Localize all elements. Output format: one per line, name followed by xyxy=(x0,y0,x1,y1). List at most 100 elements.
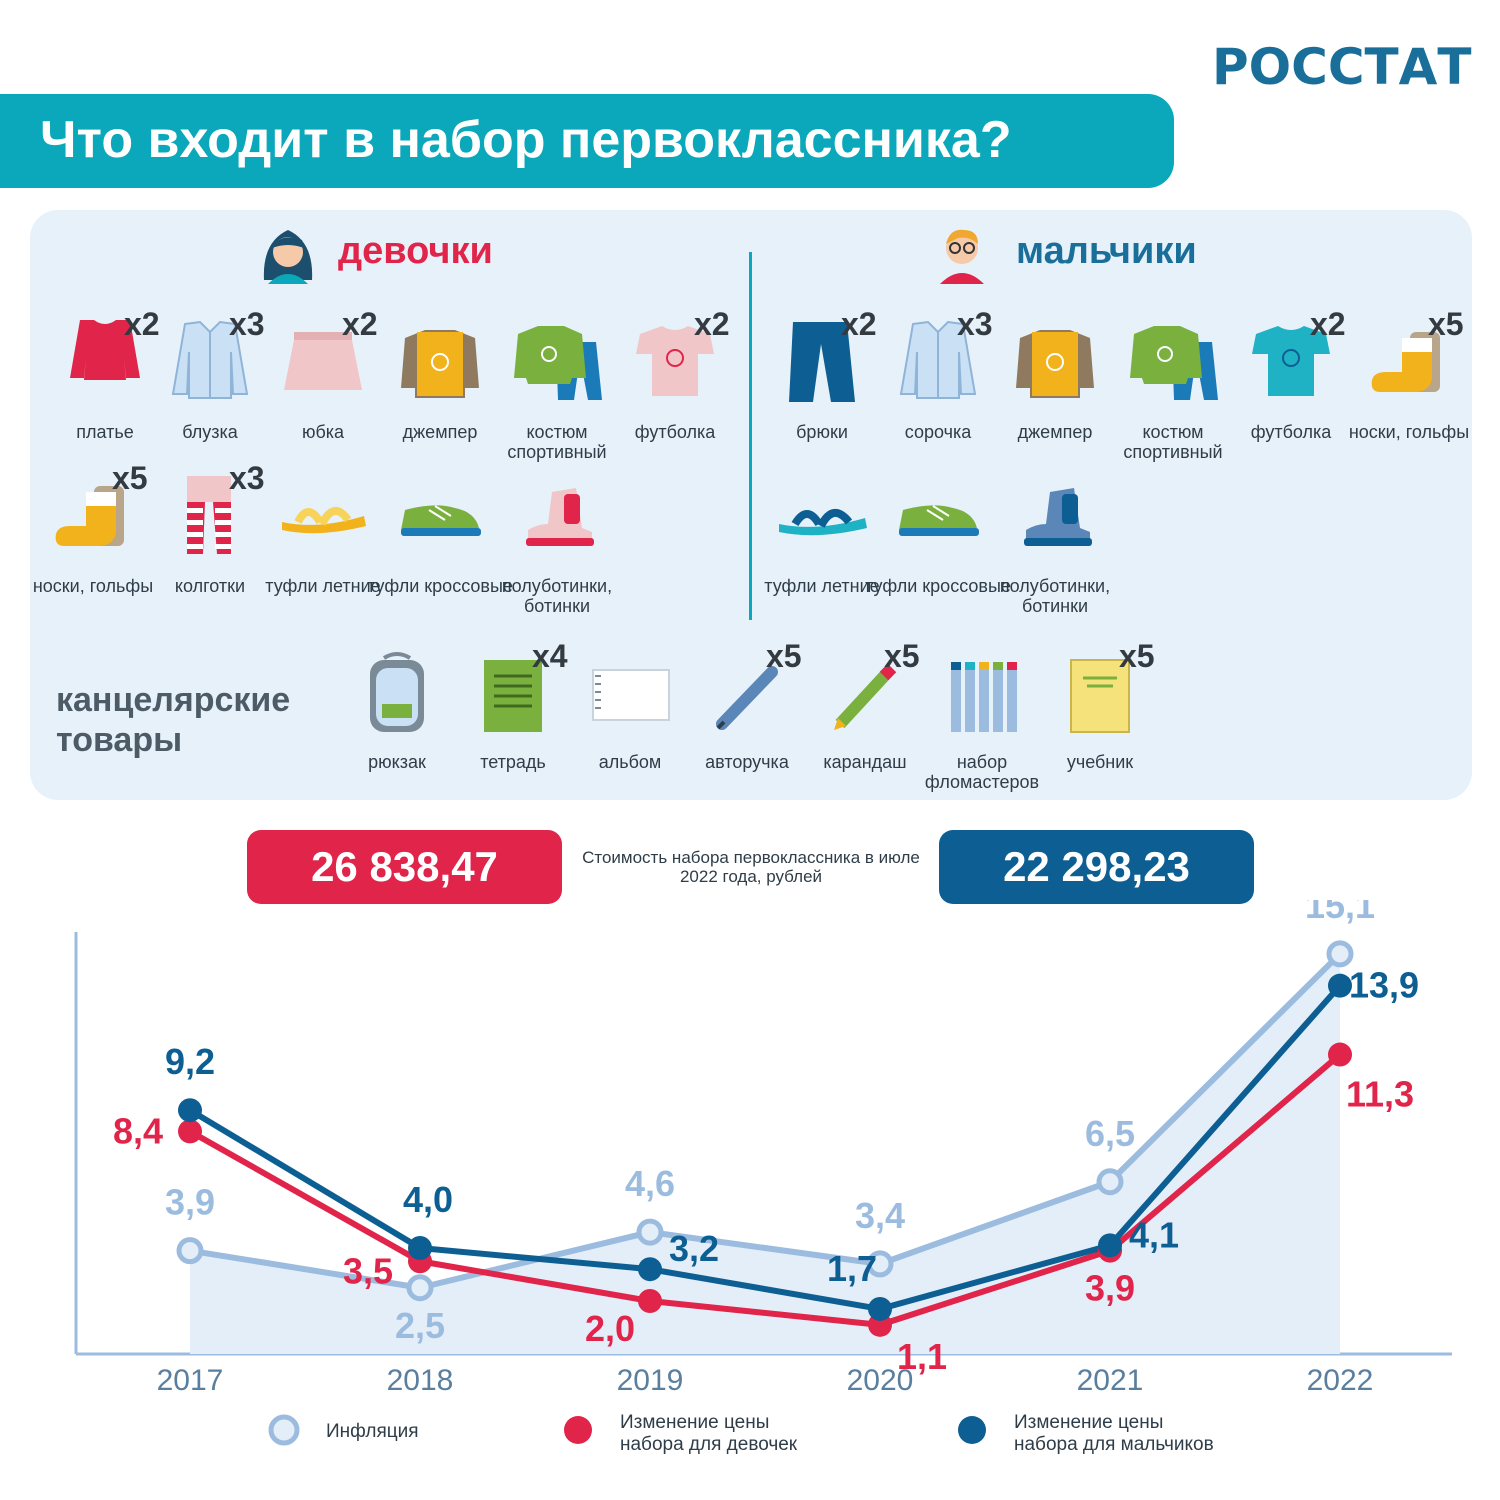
x-tick-label: 2021 xyxy=(1077,1364,1144,1397)
data-label: 1,1 xyxy=(897,1336,947,1377)
data-label: 13,9 xyxy=(1349,965,1419,1006)
item-label: рюкзак xyxy=(368,752,426,772)
item-label: туфли летние xyxy=(265,576,381,596)
data-label: 8,4 xyxy=(113,1110,163,1151)
x-tick-label: 2017 xyxy=(157,1364,224,1397)
item-label: блузка xyxy=(182,422,238,442)
panel-divider xyxy=(749,252,752,620)
pen-icon xyxy=(716,666,778,730)
item-label: тетрадь xyxy=(480,752,546,772)
skirt-icon xyxy=(284,332,362,390)
girls-heading: девочки xyxy=(338,230,493,272)
price-change-chart: 3,9 2,5 4,6 3,4 6,5 15,1 8,4 3,5 2,0 1,1 3,9 11,3 9,… xyxy=(74,900,1452,1455)
sneakers-icon xyxy=(899,505,979,536)
item-label: полуботинки, ботинки xyxy=(999,576,1111,616)
item-label: юбка xyxy=(301,422,345,442)
legend-label: Изменение цены набора для мальчиков xyxy=(1014,1412,1214,1455)
item-label: костюм спортивный xyxy=(1123,422,1223,462)
album-icon xyxy=(592,669,670,721)
trousers-icon xyxy=(789,322,855,402)
qty-label: x4 xyxy=(532,638,568,674)
inflation-point xyxy=(1096,1168,1124,1196)
qty-label: x2 xyxy=(841,306,877,342)
data-label: 6,5 xyxy=(1085,1113,1135,1154)
boys-point xyxy=(1098,1233,1122,1258)
data-label: 2,0 xyxy=(585,1308,635,1349)
item-label: авторучка xyxy=(705,752,789,772)
inflation-point xyxy=(176,1237,204,1265)
qty-label: x5 xyxy=(112,460,148,496)
qty-label: x3 xyxy=(957,306,993,342)
x-tick-label: 2022 xyxy=(1307,1364,1374,1397)
boys-cost-badge: 22 298,23 xyxy=(939,830,1254,904)
data-label: 4,0 xyxy=(403,1179,453,1220)
cost-caption: Стоимость набора первоклассника в июле 2… xyxy=(582,848,920,886)
qty-label: x3 xyxy=(229,306,265,342)
item-label: полуботинки, ботинки xyxy=(501,576,613,616)
shirt-icon xyxy=(899,320,977,399)
boots-icon xyxy=(526,488,594,546)
inflation-point xyxy=(1326,940,1354,968)
item-label: джемпер xyxy=(402,422,478,442)
tracksuit-icon xyxy=(514,326,602,400)
data-label: 9,2 xyxy=(165,1041,215,1082)
x-tick-label: 2019 xyxy=(617,1364,684,1397)
dress-icon xyxy=(70,320,140,380)
inflation-point xyxy=(636,1218,664,1246)
qty-label: x5 xyxy=(1119,638,1155,674)
item-label: набор фломастеров xyxy=(924,752,1040,792)
qty-label: x2 xyxy=(694,306,730,342)
tshirt-icon xyxy=(1252,326,1330,396)
girls-point xyxy=(1328,1042,1352,1067)
sandals-icon xyxy=(282,507,366,534)
boots-icon xyxy=(1024,488,1092,546)
qty-label: x5 xyxy=(766,638,802,674)
boys-point xyxy=(408,1236,432,1260)
legend-swatch-inflation xyxy=(268,1414,300,1446)
item-label: футболка xyxy=(1250,422,1332,442)
data-label: 3,2 xyxy=(669,1228,719,1269)
pencil-icon xyxy=(834,663,897,730)
page-title: Что входит в набор первоклассника? xyxy=(40,111,1012,169)
data-label: 11,3 xyxy=(1346,1074,1414,1115)
legend-swatch-boys xyxy=(958,1416,986,1444)
boys-point xyxy=(1328,973,1352,998)
item-label: карандаш xyxy=(823,752,907,772)
item-label: туфли кроссовые xyxy=(865,576,1011,596)
x-tick-label: 2018 xyxy=(387,1364,454,1397)
jumper-icon xyxy=(1016,330,1094,398)
x-tick-label: 2020 xyxy=(847,1364,914,1397)
item-label: джемпер xyxy=(1017,422,1093,442)
tshirt-icon xyxy=(636,326,714,396)
inflation-area xyxy=(190,953,1340,1354)
inflation-point xyxy=(866,1250,894,1278)
item-label: туфли кроссовые xyxy=(367,576,513,596)
qty-label: x2 xyxy=(1310,306,1346,342)
series-line-2 xyxy=(188,983,1343,1312)
qty-label: x2 xyxy=(342,306,378,342)
item-label: учебник xyxy=(1066,752,1134,772)
legend-label: Изменение цены набора для девочек xyxy=(620,1412,798,1455)
sneakers-icon xyxy=(401,505,481,536)
inflation-point xyxy=(406,1274,434,1302)
item-label: платье xyxy=(76,422,134,442)
blouse-icon xyxy=(171,320,249,399)
socks-icon xyxy=(1371,332,1440,392)
data-label: 15,1 xyxy=(1305,900,1375,926)
qty-label: x3 xyxy=(229,460,265,496)
legend-swatch-girls xyxy=(564,1416,592,1444)
girl-avatar-icon xyxy=(263,230,313,284)
markers-icon xyxy=(951,662,1017,732)
data-label: 3,9 xyxy=(1085,1268,1135,1309)
item-label: носки, гольфы xyxy=(32,576,154,596)
item-label: колготки xyxy=(174,576,246,596)
qty-label: x5 xyxy=(884,638,920,674)
boys-point xyxy=(178,1098,202,1123)
data-label: 3,4 xyxy=(855,1195,905,1236)
girls-cost-badge: 26 838,47 xyxy=(247,830,562,904)
girls-point xyxy=(638,1289,662,1313)
legend-label: Инфляция xyxy=(326,1421,419,1442)
boys-point xyxy=(868,1296,892,1321)
tights-icon xyxy=(187,476,231,554)
rosstat-logo: РОССТАТ xyxy=(1212,38,1472,96)
